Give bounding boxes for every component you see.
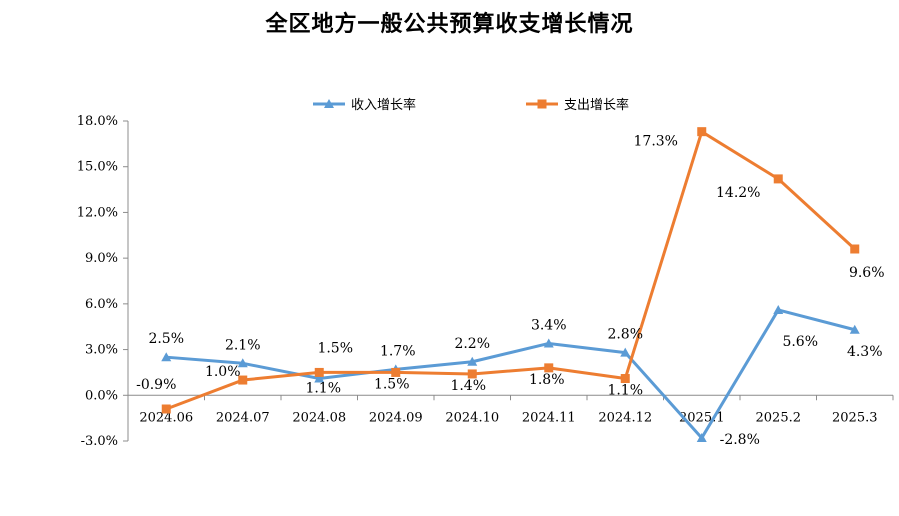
x-tick-label: 2024.07 (216, 410, 270, 425)
y-tick-label: 15.0% (77, 160, 118, 175)
data-point-marker (543, 338, 554, 348)
chart-axes (127, 121, 893, 441)
data-label: -2.8% (720, 432, 760, 448)
data-point-marker (849, 324, 860, 334)
data-label: 2.5% (148, 331, 184, 347)
x-tick-label: 2024.08 (292, 410, 346, 425)
data-label: 5.6% (782, 334, 818, 350)
chart-title: 全区地方一般公共预算收支增长情况 (265, 12, 634, 37)
data-label: 14.2% (716, 185, 760, 201)
data-point-marker (467, 369, 477, 379)
data-label: 1.1% (607, 383, 643, 399)
x-tick-label: 2024.11 (522, 410, 576, 425)
series-line-1 (166, 308, 856, 440)
x-axis-ticks: 2024.06 2024.07 2024.08 2024.09 2024.10 2024.… (127, 395, 894, 425)
legend-label-1: 收入增长率 (351, 97, 416, 113)
data-point-marker (314, 367, 324, 377)
data-point-marker (697, 127, 707, 137)
data-label: 3.4% (531, 317, 567, 333)
legend-marker (537, 99, 547, 109)
x-tick-label: 2025.2 (756, 410, 802, 425)
y-tick-label: 12.0% (77, 205, 118, 220)
legend-label-2: 支出增长率 (564, 97, 629, 113)
data-label: 1.8% (529, 372, 565, 388)
y-tick-label: 18.0% (77, 114, 118, 129)
y-tick-label: 0.0% (85, 388, 118, 403)
y-tick-label: 9.0% (85, 251, 118, 266)
data-point-marker (696, 432, 707, 442)
data-point-marker (391, 367, 401, 377)
data-label: 1.1% (305, 381, 341, 397)
data-label: 1.5% (374, 376, 410, 392)
x-tick-label: 2025.3 (832, 410, 878, 425)
data-point-marker (161, 404, 171, 414)
data-label: -0.9% (136, 377, 176, 393)
data-point-marker (773, 174, 783, 184)
data-point-marker (161, 352, 172, 362)
data-label: 2.2% (454, 336, 490, 352)
data-label: 9.6% (849, 265, 885, 281)
data-point-marker (467, 356, 478, 366)
x-tick-label: 2024.06 (139, 410, 193, 425)
data-label: 2.1% (225, 337, 261, 353)
y-axis-ticks: 18.0% 15.0% 12.0% 9.0% 6.0% 3.0% 0.0% -3.0% (77, 114, 128, 449)
data-label: 1.5% (317, 340, 353, 356)
data-labels: 2.5% 2.1% 1.1% 1.7% 2.2% 3.4% 2.8% -2.8% 5.6% 4.3… (136, 134, 884, 448)
series-layer (161, 127, 860, 442)
data-label: 17.3% (634, 134, 678, 150)
data-point-marker (773, 304, 784, 314)
legend-marker (324, 99, 334, 108)
data-label: 4.3% (847, 344, 883, 360)
data-point-marker (620, 347, 631, 357)
y-tick-label: 6.0% (85, 297, 118, 312)
data-point-marker (620, 374, 630, 384)
data-label: 1.7% (380, 343, 416, 359)
x-tick-label: 2024.09 (369, 410, 423, 425)
data-label: 1.4% (450, 378, 486, 394)
series-line-2 (165, 130, 856, 411)
data-point-marker (850, 244, 860, 254)
data-point-marker (237, 358, 248, 368)
data-point-marker (238, 375, 248, 385)
data-point-marker (314, 373, 325, 383)
chart-legend: 收入增长率 支出增长率 (313, 97, 629, 113)
data-label: 1.0% (205, 364, 241, 380)
y-tick-label: 3.0% (85, 343, 118, 358)
x-tick-label: 2024.12 (598, 410, 652, 425)
y-tick-label: -3.0% (81, 434, 118, 449)
data-point-marker (544, 363, 554, 373)
data-label: 2.8% (607, 327, 643, 343)
x-tick-label: 2024.10 (445, 410, 499, 425)
